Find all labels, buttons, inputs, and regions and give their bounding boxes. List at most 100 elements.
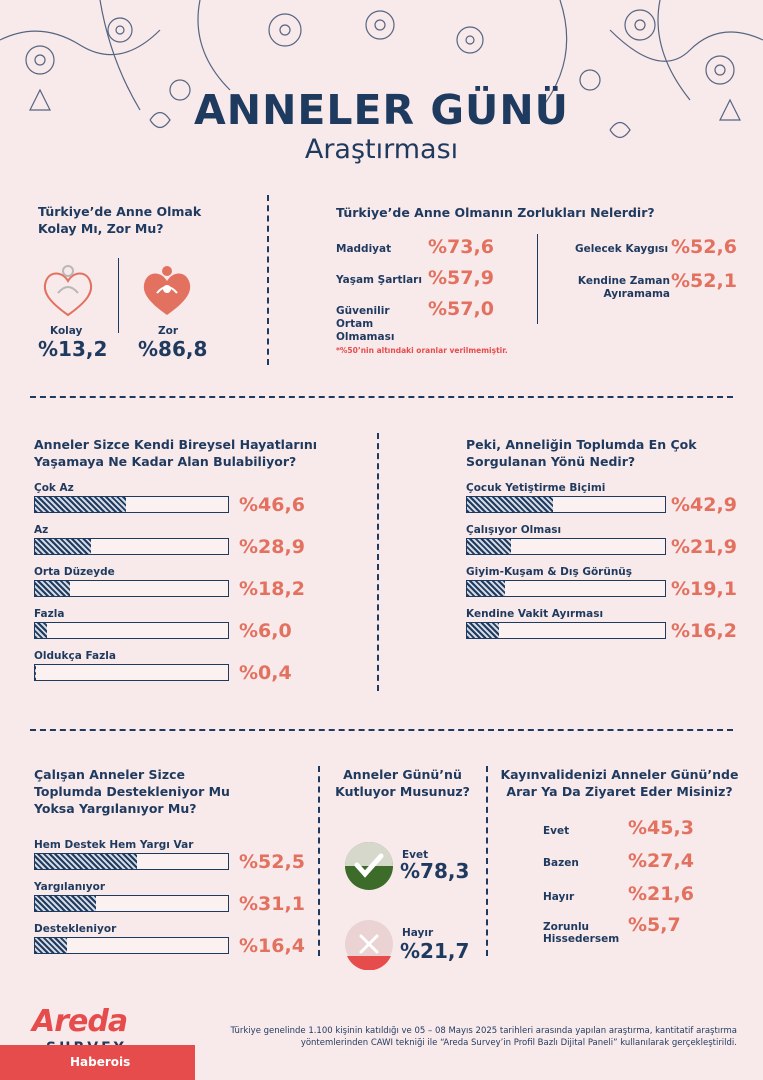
question-personal-life: Anneler Sizce Kendi Bireysel Hayatlarını…	[34, 437, 318, 469]
celebrate-yes-label: Evet	[402, 849, 429, 861]
bar-row: Çok Az %46,6	[34, 482, 309, 516]
hard-label: Zor	[158, 325, 179, 337]
bar-value-label: %16,2	[671, 620, 737, 642]
mil-value: %5,7	[628, 914, 681, 936]
section-divider	[267, 195, 269, 365]
bar-row: Hem Destek Hem Yargı Var %52,5	[34, 839, 309, 873]
bar	[35, 896, 96, 911]
page-title: ANNELER GÜNÜ	[194, 86, 569, 134]
section-divider	[377, 433, 379, 691]
bar-track	[34, 496, 229, 513]
bar-label: Fazla	[34, 608, 65, 620]
difficulty-value: %57,9	[428, 267, 494, 289]
bar-value-label: %18,2	[239, 578, 305, 600]
cross-icon	[345, 920, 393, 970]
question-easy-hard: Türkiye’de Anne Olmak Kolay Mı, Zor Mu?	[38, 204, 202, 236]
bar	[35, 623, 47, 638]
bar-value-label: %46,6	[239, 494, 305, 516]
mother-child-outline-icon	[43, 265, 93, 317]
celebrate-yes-value: %78,3	[400, 859, 470, 883]
mother-child-filled-icon	[143, 266, 191, 315]
bar-value-label: %21,9	[671, 536, 737, 558]
bar	[35, 581, 71, 596]
bar-value-label: %31,1	[239, 893, 305, 915]
bar	[35, 497, 126, 512]
bar-track	[34, 853, 229, 870]
bar-label: Az	[34, 524, 49, 536]
hard-value: %86,8	[138, 337, 208, 361]
bar-row: Çocuk Yetiştirme Biçimi %42,9	[466, 482, 741, 516]
bar	[467, 623, 500, 638]
section-divider	[30, 729, 733, 731]
bar-value-label: %19,1	[671, 578, 737, 600]
bar-value-label: %28,9	[239, 536, 305, 558]
mil-label: Zorunlu Hissedersem	[543, 921, 620, 945]
bar-row: Orta Düzeyde %18,2	[34, 566, 309, 600]
mil-label: Bazen	[543, 857, 579, 869]
bar-track	[466, 622, 666, 639]
celebrate-no-value: %21,7	[400, 939, 470, 963]
bar-label: Çocuk Yetiştirme Biçimi	[466, 482, 606, 494]
mil-value: %45,3	[628, 817, 694, 839]
bar	[35, 665, 36, 680]
bar-label: Kendine Vakit Ayırması	[466, 608, 604, 620]
bar-row: Az %28,9	[34, 524, 309, 558]
mil-label: Evet	[543, 825, 570, 837]
bar-label: Oldukça Fazla	[34, 650, 116, 662]
difficulty-label: Gelecek Kaygısı	[575, 243, 669, 255]
section-divider	[30, 396, 733, 398]
bar-row: Kendine Vakit Ayırması %16,2	[466, 608, 741, 642]
question-mother-in-law: Kayınvalidenizi Anneler Günü’nde Arar Ya…	[500, 767, 739, 799]
bar-row: Oldukça Fazla %0,4	[34, 650, 309, 684]
bar-row: Çalışıyor Olması %21,9	[466, 524, 741, 558]
mil-value: %27,4	[628, 850, 694, 872]
bar-track	[466, 580, 666, 597]
bar-label: Orta Düzeyde	[34, 566, 115, 578]
bar-value-label: %0,4	[239, 662, 292, 684]
footnote: *%50’nin altındaki oranlar verilmemiştir…	[336, 346, 508, 355]
bar-track	[34, 895, 229, 912]
bar-row: Destekleniyor %16,4	[34, 923, 309, 957]
methodology-note: Türkiye genelinde 1.100 kişinin katıldığ…	[230, 1026, 737, 1048]
bar-row: Yargılanıyor %31,1	[34, 881, 309, 915]
bar-label: Giyim-Kuşam & Dış Görünüş	[466, 566, 633, 578]
mil-label: Hayır	[543, 891, 575, 903]
bar-label: Destekleniyor	[34, 923, 117, 935]
bar-value-label: %52,5	[239, 851, 305, 873]
divider	[537, 234, 538, 324]
bar-track	[34, 937, 229, 954]
section-divider	[486, 766, 488, 956]
bar-track	[34, 580, 229, 597]
areda-logo: Areda	[32, 1004, 128, 1039]
bar-value-label: %42,9	[671, 494, 737, 516]
difficulty-label: Maddiyat	[336, 243, 392, 255]
bar-track	[34, 622, 229, 639]
question-working-mothers: Çalışan Anneler Sizce Toplumda Desteklen…	[34, 767, 230, 816]
easy-value: %13,2	[38, 337, 108, 361]
bar-track	[34, 664, 229, 681]
bar-label: Yargılanıyor	[34, 881, 106, 893]
celebrate-no-label: Hayır	[402, 927, 434, 939]
difficulty-value: %73,6	[428, 236, 494, 258]
difficulty-label: Güvenilir Ortam Olmaması	[336, 305, 395, 343]
bar	[35, 539, 92, 554]
bar-label: Çalışıyor Olması	[466, 524, 562, 536]
source-badge: Haberois	[0, 1045, 195, 1080]
divider	[118, 258, 119, 333]
bar	[467, 539, 511, 554]
difficulty-label: Kendine Zaman Ayıramama	[577, 275, 670, 300]
bar-track	[34, 538, 229, 555]
section-divider	[318, 766, 320, 956]
difficulty-value: %52,6	[671, 236, 737, 258]
bar-row: Fazla %6,0	[34, 608, 309, 642]
difficulty-value: %57,0	[428, 298, 494, 320]
bar	[35, 854, 138, 869]
check-icon	[345, 842, 393, 890]
bar-label: Hem Destek Hem Yargı Var	[34, 839, 194, 851]
bar	[467, 581, 506, 596]
bar-value-label: %6,0	[239, 620, 292, 642]
question-celebrate: Anneler Günü’nü Kutluyor Musunuz?	[335, 767, 470, 799]
bar-track	[466, 496, 666, 513]
floral-header-decoration	[0, 0, 763, 139]
bar-track	[466, 538, 666, 555]
